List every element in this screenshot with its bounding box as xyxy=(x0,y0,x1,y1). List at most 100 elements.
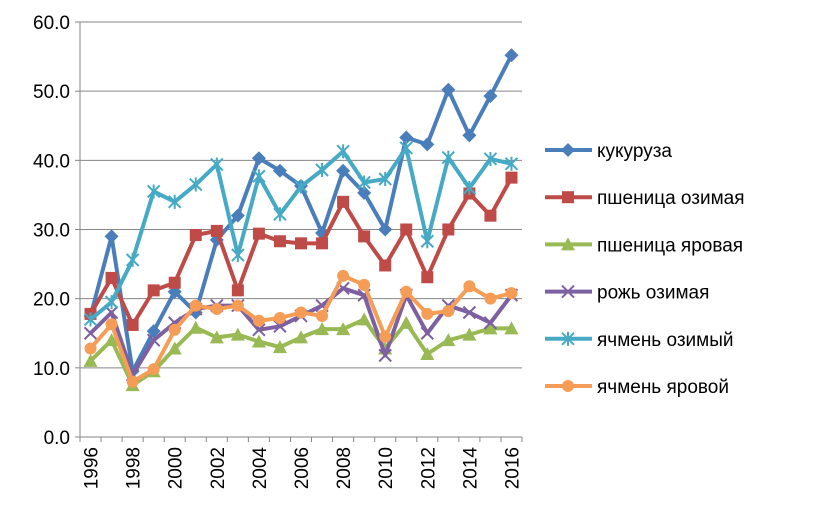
marker xyxy=(210,224,223,237)
marker xyxy=(378,172,392,187)
marker xyxy=(379,259,392,272)
marker xyxy=(420,234,434,249)
marker xyxy=(421,307,434,320)
marker xyxy=(167,341,182,355)
marker xyxy=(399,140,413,155)
marker xyxy=(379,330,392,343)
marker xyxy=(483,151,498,166)
marker xyxy=(315,322,330,336)
marker xyxy=(316,237,329,250)
x-tick-label: 2002 xyxy=(208,447,229,489)
marker xyxy=(505,171,518,184)
marker xyxy=(484,209,497,222)
marker xyxy=(420,326,434,340)
marker xyxy=(463,280,476,293)
marker xyxy=(168,194,182,209)
marker xyxy=(420,347,435,360)
legend-label: пшеница яровая xyxy=(597,235,743,256)
x-tick-label: 2016 xyxy=(502,447,523,489)
marker xyxy=(146,184,161,199)
marker xyxy=(336,144,350,159)
x-tick-label: 2004 xyxy=(250,447,271,490)
marker xyxy=(252,227,265,240)
marker xyxy=(336,322,351,336)
marker xyxy=(484,292,497,305)
marker xyxy=(357,185,372,200)
x-tick-label: 2014 xyxy=(460,447,481,490)
marker xyxy=(104,295,119,310)
marker xyxy=(252,323,266,337)
marker xyxy=(83,353,98,367)
marker xyxy=(83,326,98,340)
marker xyxy=(125,252,140,267)
marker xyxy=(189,177,203,192)
x-tick-label: 2006 xyxy=(292,447,313,489)
legend-label: пшеница озимая xyxy=(597,188,745,209)
series: ячмень озимый xyxy=(83,140,734,351)
marker xyxy=(337,269,350,282)
legend-marker xyxy=(561,143,575,157)
x-tick-label: 2012 xyxy=(418,447,439,489)
legend-marker xyxy=(561,237,575,251)
marker xyxy=(168,276,181,289)
marker xyxy=(357,312,372,326)
marker xyxy=(399,315,414,329)
marker xyxy=(84,342,97,355)
marker xyxy=(505,287,518,300)
marker xyxy=(378,348,392,363)
marker xyxy=(421,271,434,284)
marker xyxy=(504,48,519,63)
marker xyxy=(104,333,119,347)
marker xyxy=(400,285,413,298)
marker xyxy=(273,207,287,222)
marker xyxy=(104,229,119,244)
marker xyxy=(168,323,181,336)
marker xyxy=(210,303,223,316)
marker xyxy=(378,222,393,237)
marker xyxy=(483,89,498,104)
marker xyxy=(358,230,371,243)
y-tick-label: 50.0 xyxy=(33,82,70,103)
series: пшеница озимая xyxy=(84,171,745,331)
marker xyxy=(483,321,498,335)
marker xyxy=(295,306,307,319)
marker xyxy=(336,163,351,178)
marker xyxy=(231,284,244,297)
y-tick-label: 40.0 xyxy=(33,151,70,172)
marker xyxy=(146,324,161,339)
marker xyxy=(483,316,498,330)
legend-label: ячмень яровой xyxy=(597,377,729,398)
marker xyxy=(357,175,371,190)
marker xyxy=(358,278,371,291)
marker xyxy=(104,305,119,320)
marker xyxy=(462,128,477,143)
marker xyxy=(126,375,139,388)
marker xyxy=(126,318,139,331)
legend-label: кукуруза xyxy=(597,141,672,162)
legend-label: ячмень озимый xyxy=(597,330,734,351)
legend-label: рожь озимая xyxy=(597,283,709,304)
marker xyxy=(105,271,118,284)
marker xyxy=(251,334,266,348)
marker xyxy=(252,314,265,327)
marker xyxy=(462,181,477,195)
marker xyxy=(400,223,413,236)
marker xyxy=(294,179,308,194)
marker xyxy=(272,163,287,178)
marker xyxy=(462,305,477,320)
marker xyxy=(295,237,307,250)
marker xyxy=(442,305,455,318)
x-tick-label: 1998 xyxy=(124,447,145,489)
marker xyxy=(273,235,286,248)
y-tick-label: 60.0 xyxy=(33,13,70,34)
marker xyxy=(147,363,160,376)
marker xyxy=(230,327,245,341)
legend-marker xyxy=(561,284,575,299)
marker xyxy=(441,150,456,165)
marker xyxy=(147,284,160,297)
x-tick-label: 2008 xyxy=(334,447,355,489)
marker xyxy=(231,299,244,312)
series: ячмень яровой xyxy=(84,269,729,398)
marker xyxy=(209,330,224,344)
